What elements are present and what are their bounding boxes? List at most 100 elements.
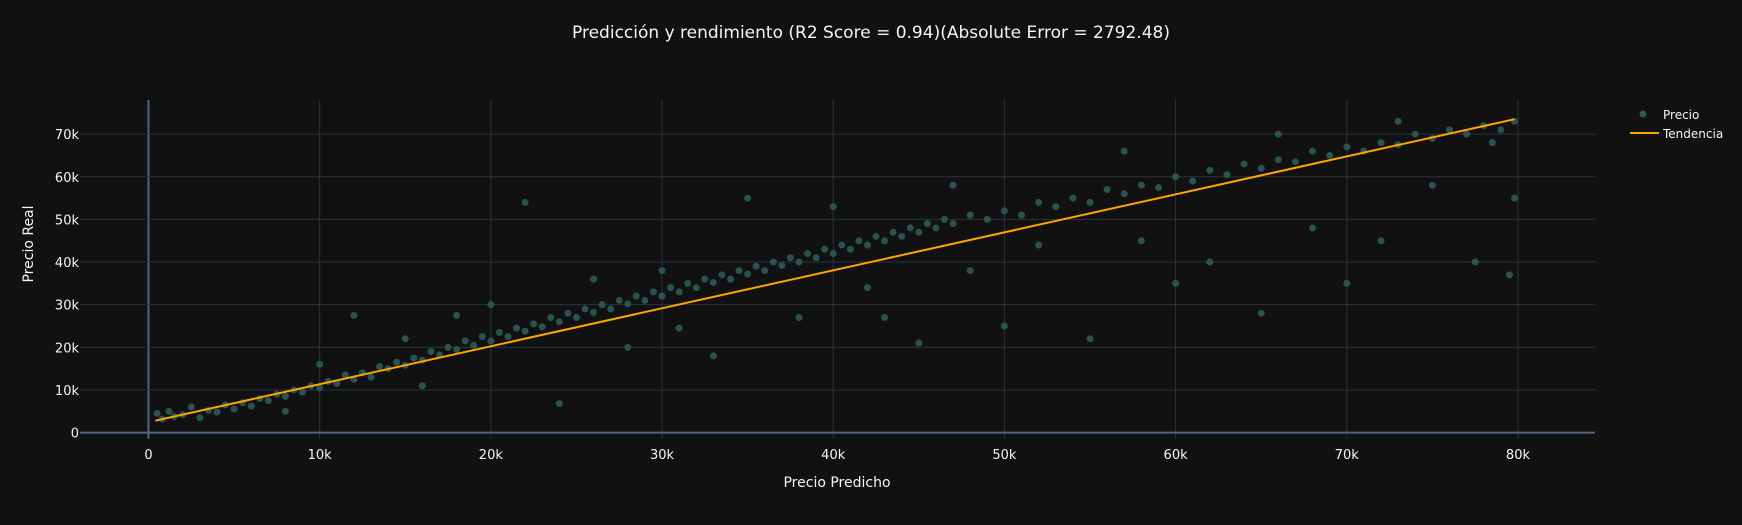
data-point [487,337,495,345]
data-point [881,237,889,245]
data-point [1343,279,1351,287]
data-point [247,402,255,410]
x-axis-title: Precio Predicho [783,475,890,491]
data-point [555,318,563,326]
legend-label-tendencia[interactable]: Tendencia [1662,127,1723,141]
data-point [461,337,469,345]
data-point [196,414,204,422]
data-point [1497,126,1505,134]
data-point [863,284,871,292]
data-point [1471,258,1479,266]
data-point [1511,194,1519,202]
data-point [530,320,538,328]
data-point [341,371,349,379]
data-point [778,261,786,269]
data-point [624,300,632,308]
data-point [684,279,692,287]
data-point [658,267,666,275]
data-point [838,241,846,249]
data-point [1052,203,1060,211]
data-point [1505,271,1513,279]
data-point [1309,147,1317,155]
data-point [624,343,632,351]
data-point [983,215,991,223]
data-point [1445,126,1453,134]
data-point [376,363,384,371]
data-point [966,267,974,275]
data-point [675,324,683,332]
data-point [1257,164,1265,172]
data-point [1463,130,1471,138]
data-point [410,354,418,362]
data-point [863,241,871,249]
scatter-points [153,117,1519,423]
data-point [649,288,657,296]
data-point [555,400,563,408]
data-point [598,301,606,309]
data-point [1189,177,1197,185]
data-point [299,388,307,396]
trend-line [155,118,1515,422]
data-point [1035,241,1043,249]
data-point [478,333,486,341]
data-point [949,220,957,228]
data-point [667,284,675,292]
data-point [906,224,914,232]
data-point [590,308,598,316]
data-point [1018,211,1026,219]
y-tick-label: 50k [55,213,80,228]
y-axis-ticks: 0 10k 20k 30k 40k 50k 60k 70k [55,128,80,441]
y-tick-label: 30k [55,299,80,314]
x-tick-label: 70k [1335,448,1360,463]
data-point [1103,186,1111,194]
data-point [418,382,426,390]
x-tick-label: 20k [479,448,504,463]
data-point [889,228,897,236]
data-point [744,194,752,202]
data-point [761,267,769,275]
data-point [966,211,974,219]
data-point [1377,139,1385,147]
data-point [1069,194,1077,202]
data-point [915,228,923,236]
data-point [1343,143,1351,151]
data-point [735,267,743,275]
data-point [1172,173,1180,181]
x-tick-label: 80k [1506,448,1531,463]
data-point [812,254,820,262]
data-point [932,224,940,232]
data-point [264,397,272,405]
data-point [632,292,640,300]
y-tick-label: 60k [55,171,80,186]
data-point [453,345,461,353]
data-point [1035,198,1043,206]
x-axis-ticks: 0 10k 20k 30k 40k 50k 60k 70k 80k [144,448,1530,463]
x-tick-label: 50k [992,448,1017,463]
legend-marker-precio[interactable] [1639,110,1647,118]
data-point [795,313,803,321]
data-point [1086,198,1094,206]
data-point [1274,156,1282,164]
data-point [1172,279,1180,287]
legend-label-precio[interactable]: Precio [1663,108,1699,122]
x-tick-label: 0 [144,448,152,463]
data-point [1086,335,1094,343]
data-point [855,237,863,245]
data-point [453,311,461,319]
data-point [427,348,435,356]
data-point [513,324,521,332]
x-tick-label: 10k [308,448,333,463]
y-tick-label: 40k [55,256,80,271]
data-point [1291,158,1299,166]
legend: Precio Tendencia [1630,108,1723,141]
data-point [846,245,854,253]
data-point [709,279,717,287]
data-point [1206,166,1214,174]
data-point [1000,322,1008,330]
data-point [547,313,555,321]
data-point [940,215,948,223]
data-point [590,275,598,283]
data-point [718,271,726,279]
data-point [1137,237,1145,245]
